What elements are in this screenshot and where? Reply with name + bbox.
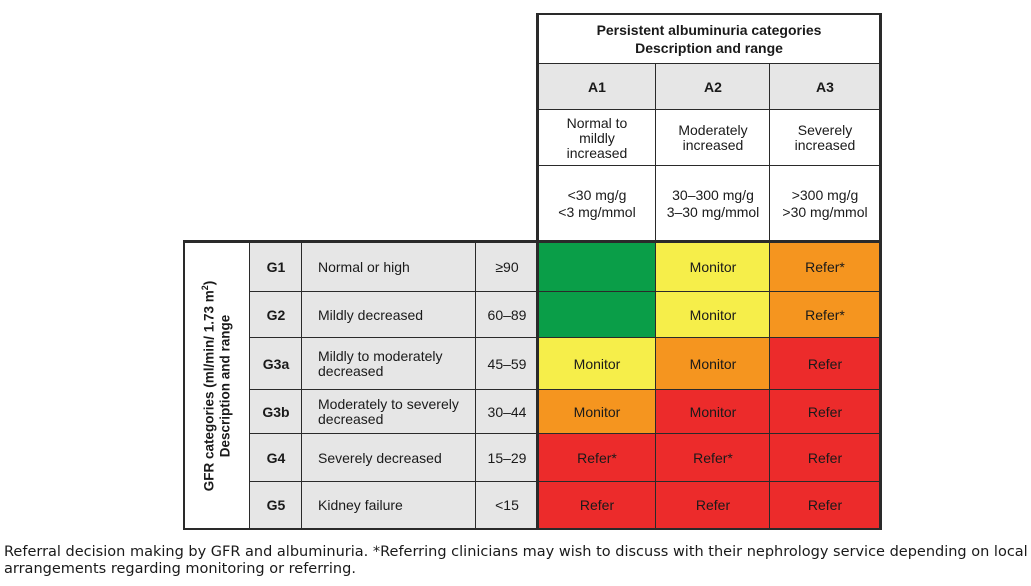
grid-line [475, 242, 476, 529]
gfr-row-description-g4: Severely decreased [302, 434, 476, 482]
risk-cell-g4-a3: Refer [770, 434, 880, 482]
gfr-row-description-g1: Normal or high [302, 242, 476, 292]
grid-line [250, 337, 881, 338]
grid-line [538, 165, 881, 166]
risk-cell-g1-a1 [538, 242, 656, 292]
risk-cell-g3a-a1: Monitor [538, 338, 656, 390]
category-range-a2: 30–300 mg/g 3–30 mg/mmol [656, 166, 770, 242]
gfr-row-range-g3a: 45–59 [476, 338, 538, 390]
grid-line [538, 109, 881, 110]
risk-cell-g3a-a3: Refer [770, 338, 880, 390]
category-range-a2-line1: 30–300 mg/g [672, 187, 754, 203]
gfr-axis-label-close: ) [201, 280, 216, 285]
risk-cell-g5-a1: Refer [538, 482, 656, 529]
gfr-row-code-g3a: G3a [250, 338, 302, 390]
gfr-row-description-g5: Kidney failure [302, 482, 476, 529]
gfr-axis-label-line2: Description and range [217, 314, 232, 457]
gfr-axis-label: GFR categories (ml/min/ 1.73 m2) Descrip… [184, 242, 250, 529]
risk-cell-g4-a1: Refer* [538, 434, 656, 482]
category-range-a1-line1: <30 mg/g [567, 187, 627, 203]
risk-cell-g5-a2: Refer [656, 482, 770, 529]
grid-line [250, 433, 881, 434]
category-range-a2-line2: 3–30 mg/mmol [666, 204, 760, 220]
grid-line [536, 13, 539, 530]
gfr-row-range-g1: ≥90 [476, 242, 538, 292]
gfr-row-range-g3b: 30–44 [476, 390, 538, 434]
gfr-row-code-g4: G4 [250, 434, 302, 482]
gfr-row-code-g5: G5 [250, 482, 302, 529]
category-description-a2: Moderately increased [656, 110, 770, 166]
gfr-row-range-g2: 60–89 [476, 292, 538, 338]
category-description-a1: Normal to mildly increased [538, 110, 656, 166]
grid-line [250, 481, 881, 482]
albuminuria-header-title: Persistent albuminuria categories [596, 21, 822, 38]
category-range-a3-line2: >30 mg/mmol [782, 204, 868, 220]
grid-line [183, 240, 882, 243]
category-range-a1-line2: <3 mg/mmol [558, 204, 636, 220]
gfr-row-description-g3a: Mildly to moderately decreased [302, 338, 476, 390]
grid-line [250, 291, 881, 292]
risk-cell-g5-a3: Refer [770, 482, 880, 529]
grid-line [879, 13, 882, 530]
risk-cell-g3b-a2: Monitor [656, 390, 770, 434]
grid-line [301, 242, 302, 529]
grid-line [250, 389, 881, 390]
category-code-a3: A3 [770, 64, 880, 110]
gfr-row-code-g3b: G3b [250, 390, 302, 434]
category-range-a3: >300 mg/g >30 mg/mmol [770, 166, 880, 242]
gfr-row-range-g4: 15–29 [476, 434, 538, 482]
risk-cell-g2-a3: Refer* [770, 292, 880, 338]
figure-caption: Referral decision making by GFR and albu… [4, 544, 1028, 577]
gfr-axis-label-sup: 2 [199, 284, 210, 290]
risk-cell-g4-a2: Refer* [656, 434, 770, 482]
risk-cell-g3a-a2: Monitor [656, 338, 770, 390]
category-range-a3-line1: >300 mg/g [791, 187, 859, 203]
grid-line [538, 63, 881, 64]
albuminuria-header: Persistent albuminuria categories Descri… [538, 14, 880, 64]
category-code-a2: A2 [656, 64, 770, 110]
gfr-row-code-g2: G2 [250, 292, 302, 338]
grid-line [655, 63, 656, 529]
grid-line [249, 242, 250, 529]
gfr-axis-label-line1: GFR categories (ml/min/ 1.73 m [201, 289, 216, 491]
grid-line [769, 63, 770, 529]
category-code-a1: A1 [538, 64, 656, 110]
risk-cell-g2-a1 [538, 292, 656, 338]
gfr-row-description-g2: Mildly decreased [302, 292, 476, 338]
risk-cell-g3b-a3: Refer [770, 390, 880, 434]
gfr-row-code-g1: G1 [250, 242, 302, 292]
risk-cell-g1-a3: Refer* [770, 242, 880, 292]
grid-line [183, 528, 882, 530]
albuminuria-header-subtitle: Description and range [635, 39, 783, 56]
risk-cell-g1-a2: Monitor [656, 242, 770, 292]
gfr-row-description-g3b: Moderately to severely decreased [302, 390, 476, 434]
category-description-a3: Severely increased [770, 110, 880, 166]
grid-line [183, 240, 185, 530]
risk-cell-g2-a2: Monitor [656, 292, 770, 338]
gfr-row-range-g5: <15 [476, 482, 538, 529]
risk-cell-g3b-a1: Monitor [538, 390, 656, 434]
grid-line [537, 13, 882, 15]
category-range-a1: <30 mg/g <3 mg/mmol [538, 166, 656, 242]
